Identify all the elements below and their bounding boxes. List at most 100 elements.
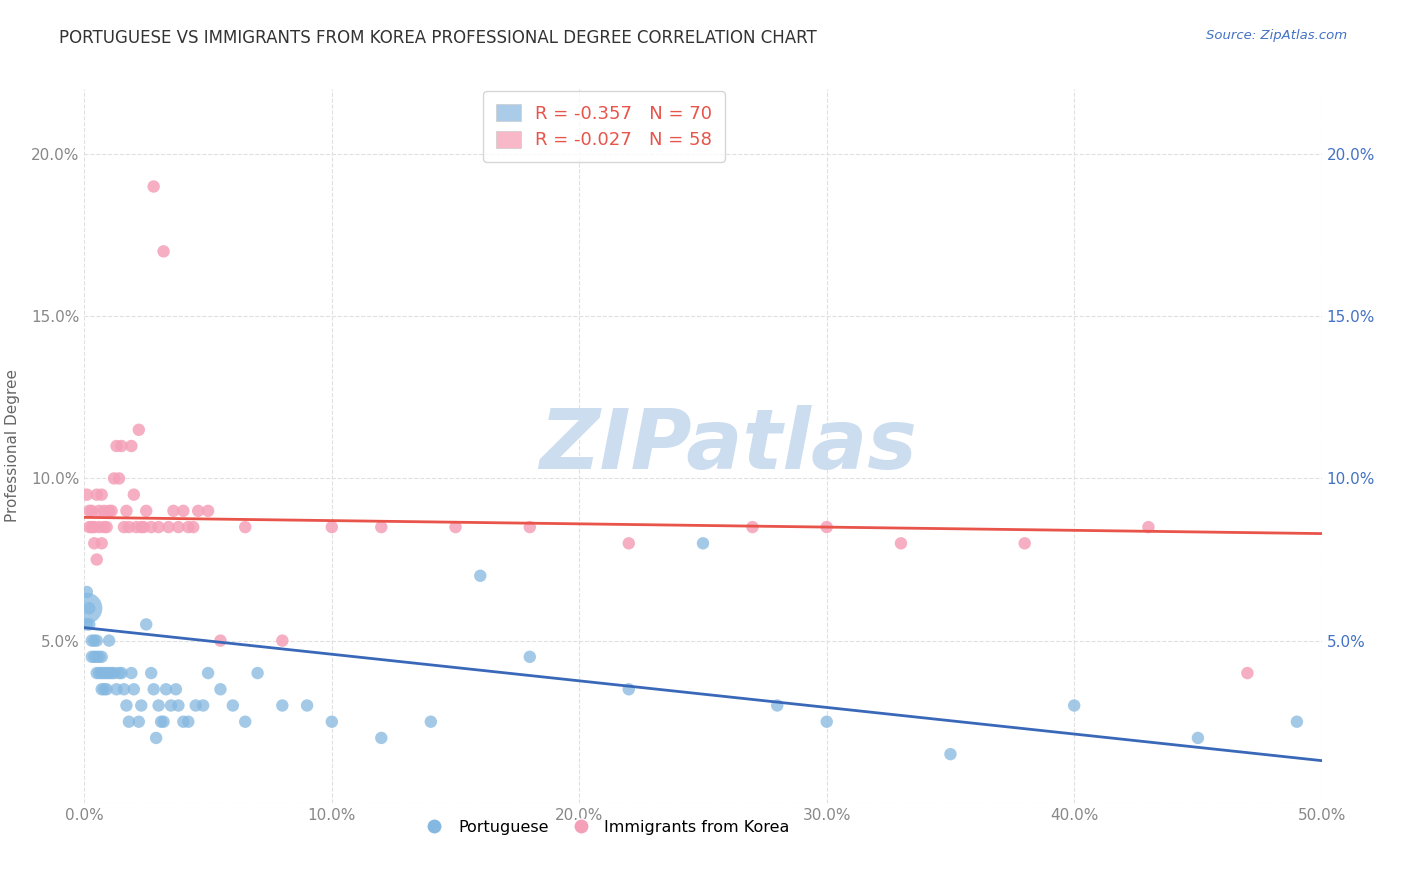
Point [103, 471, 125, 485]
Point [222, 698, 245, 713]
Point [118, 520, 141, 534]
Point [89, 520, 111, 534]
Point [96, 682, 118, 697]
Point [100, 504, 122, 518]
Point [162, 504, 184, 518]
Point [90, 682, 112, 697]
Point [939, 747, 962, 761]
Point [90, 666, 112, 681]
Point [165, 682, 187, 697]
Point [167, 698, 190, 713]
Point [86, 633, 108, 648]
Point [815, 714, 838, 729]
Point [96, 520, 118, 534]
Point [142, 682, 165, 697]
Point [108, 471, 131, 485]
Point [148, 698, 170, 713]
Point [90, 649, 112, 664]
Point [370, 520, 392, 534]
Point [160, 698, 183, 713]
Text: Source: ZipAtlas.com: Source: ZipAtlas.com [1206, 29, 1347, 43]
Point [112, 682, 135, 697]
Point [145, 731, 167, 745]
Point [246, 666, 269, 681]
Point [617, 536, 640, 550]
Point [98, 633, 121, 648]
Point [233, 714, 256, 729]
Point [79, 601, 101, 615]
Legend: Portuguese, Immigrants from Korea: Portuguese, Immigrants from Korea [412, 814, 796, 841]
Point [815, 520, 838, 534]
Point [118, 714, 141, 729]
Point [103, 666, 125, 681]
Point [93, 682, 115, 697]
Point [129, 698, 152, 713]
Point [177, 520, 200, 534]
Point [93, 504, 115, 518]
Point [112, 520, 135, 534]
Point [79, 504, 101, 518]
Point [419, 714, 441, 729]
Point [79, 520, 101, 534]
Text: PORTUGUESE VS IMMIGRANTS FROM KOREA PROFESSIONAL DEGREE CORRELATION CHART: PORTUGUESE VS IMMIGRANTS FROM KOREA PROF… [59, 29, 817, 47]
Point [83, 633, 105, 648]
Point [86, 666, 108, 681]
Point [1236, 666, 1258, 681]
Point [110, 666, 132, 681]
Point [96, 666, 118, 681]
Point [1285, 714, 1308, 729]
Point [89, 666, 111, 681]
Point [132, 520, 155, 534]
Point [470, 568, 492, 582]
Point [177, 714, 200, 729]
Point [98, 666, 121, 681]
Point [122, 682, 145, 697]
Point [83, 536, 105, 550]
Point [741, 520, 763, 534]
Point [1137, 520, 1160, 534]
Point [152, 714, 174, 729]
Point [157, 520, 180, 534]
Point [187, 504, 209, 518]
Point [108, 666, 131, 681]
Point [115, 698, 138, 713]
Point [129, 520, 152, 534]
Point [80, 520, 103, 534]
Point [128, 423, 150, 437]
Text: ZIPatlas: ZIPatlas [538, 406, 917, 486]
Point [90, 488, 112, 502]
Point [519, 520, 541, 534]
Point [150, 714, 173, 729]
Point [100, 666, 122, 681]
Point [271, 633, 294, 648]
Point [80, 649, 103, 664]
Point [76, 617, 98, 632]
Point [86, 552, 108, 566]
Point [209, 633, 232, 648]
Point [120, 439, 142, 453]
Point [105, 439, 128, 453]
Point [105, 682, 128, 697]
Point [115, 504, 138, 518]
Point [83, 520, 105, 534]
Point [79, 617, 101, 632]
Point [295, 698, 318, 713]
Point [135, 504, 157, 518]
Point [271, 698, 294, 713]
Point [321, 520, 343, 534]
Point [93, 520, 115, 534]
Point [142, 179, 165, 194]
Point [76, 601, 98, 615]
Point [766, 698, 789, 713]
Point [197, 666, 219, 681]
Point [155, 682, 177, 697]
Point [148, 520, 170, 534]
Point [233, 520, 256, 534]
Point [135, 617, 157, 632]
Point [152, 244, 174, 259]
Point [83, 649, 105, 664]
Point [172, 714, 194, 729]
Point [90, 536, 112, 550]
Point [519, 649, 541, 664]
Point [98, 504, 121, 518]
